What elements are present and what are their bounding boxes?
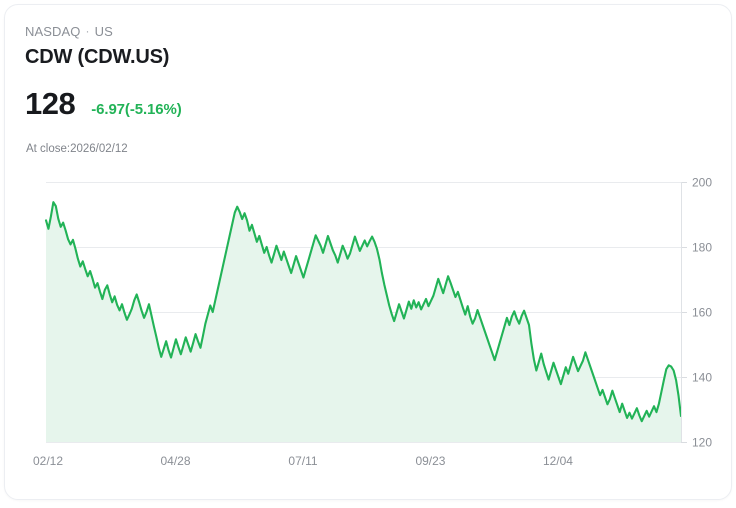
x-axis-tick-label: 04/28: [160, 454, 190, 468]
y-axis-tick-label: 140: [692, 371, 712, 385]
x-axis-tick-label: 09/23: [415, 454, 445, 468]
y-axis-tick-label: 120: [692, 436, 712, 450]
x-axis-tick-label: 07/11: [288, 454, 317, 468]
exchange-row: NASDAQ · US: [25, 23, 505, 40]
y-axis-labels: 200 180 160 140 120: [692, 176, 712, 450]
quote-header: NASDAQ · US CDW (CDW.US): [25, 23, 505, 70]
series-area-fill: [46, 202, 681, 442]
price-row: 128 -6.97(-5.16%): [25, 85, 182, 123]
price-chart-svg[interactable]: 200 180 160 140 120 02/12 04/28 07/11 09/23 12/0…: [5, 165, 733, 485]
price-change: -6.97(-5.16%): [91, 101, 182, 118]
y-axis-tick-label: 200: [692, 176, 712, 190]
price-chart[interactable]: 200 180 160 140 120 02/12 04/28 07/11 09/23 12/0…: [5, 165, 733, 485]
series-line: [44, 201, 683, 423]
region-label: US: [94, 24, 113, 39]
y-axis-tick-label: 180: [692, 241, 712, 255]
axis-spine-group: [681, 182, 687, 443]
area-fill-group: [46, 202, 681, 442]
y-axis-tick-label: 160: [692, 306, 712, 320]
price-value: 128: [25, 86, 76, 121]
series-line-group: [44, 201, 683, 423]
page-title: CDW (CDW.US): [25, 46, 170, 68]
market-status-note: At close:2026/02/12: [26, 143, 128, 155]
separator-dot: ·: [85, 24, 90, 38]
x-axis-tick-label: 12/04: [543, 454, 573, 468]
x-axis-tick-label: 02/12: [33, 454, 63, 468]
x-axis-labels: 02/12 04/28 07/11 09/23 12/04: [33, 454, 573, 468]
exchange-name: NASDAQ: [25, 24, 81, 39]
stock-quote-card: NASDAQ · US CDW (CDW.US) 128 -6.97(-5.16%)…: [4, 4, 732, 500]
